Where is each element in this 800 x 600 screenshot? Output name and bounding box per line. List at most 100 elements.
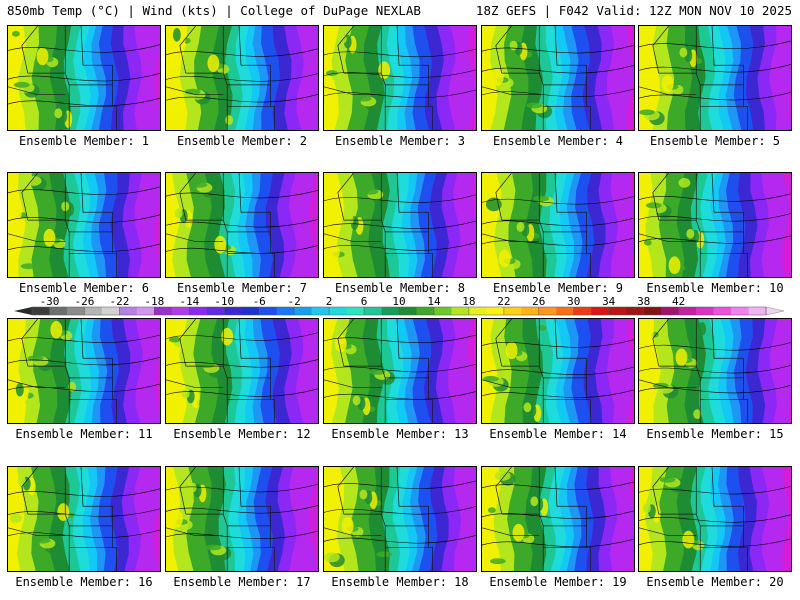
ensemble-member-label: Ensemble Member: 12 [173,427,311,441]
colorbar-max-arrow [765,306,785,316]
valid-time: 18Z GEFS | F042 Valid: 12Z MON NOV 10 20… [475,3,792,18]
ensemble-map-panel [638,318,792,424]
ensemble-map-panel [7,466,161,572]
temperature-field [8,467,160,571]
colorbar-segment [119,307,138,315]
temperature-field [482,467,634,571]
temperature-field [8,26,160,130]
temperature-field [482,173,634,277]
temperature-colorbar: -30 -26 -22 -18 -14 -10 -6 -2 2 6 10 14 18 22 26 30 34 38… [14,296,785,316]
colorbar-segment [364,307,382,315]
temperature-field [8,173,160,277]
ensemble-map-panel [481,25,635,131]
ensemble-member-label: Ensemble Member: 13 [331,427,469,441]
ensemble-member-label: Ensemble Member: 2 [176,134,308,148]
colorbar-segment [643,307,662,315]
colorbar-segment [503,307,522,315]
temperature-field [166,319,318,423]
colorbar-segment [259,307,278,315]
colorbar-segment [399,307,417,315]
colorbar-min-arrow [14,307,32,315]
temperature-field [639,26,791,130]
temperature-field [166,173,318,277]
colorbar-segment [49,307,68,315]
colorbar-segment [608,307,627,315]
ensemble-map-panel [481,318,635,424]
colorbar-segment [748,307,767,315]
colorbar-tick-label: 2 [326,296,333,308]
ensemble-member-label: Ensemble Member: 16 [15,575,153,589]
colorbar-tick-label: 14 [427,296,441,308]
colorbar-segment [678,307,697,315]
colorbar-tick-label: -6 [253,296,266,308]
colorbar-segment [486,307,505,315]
temperature-field [639,467,791,571]
temperature-field [482,26,634,130]
colorbar-segment [573,307,592,315]
ensemble-map-panel [638,466,792,572]
colorbar-tick-label: 34 [602,296,616,308]
ensemble-member-label: Ensemble Member: 18 [331,575,469,589]
colorbar-segment [346,307,365,315]
ensemble-map-panel [165,172,319,278]
ensemble-member-label: Ensemble Member: 1 [18,134,150,148]
temperature-field [324,26,476,130]
ensemble-member-label: Ensemble Member: 15 [646,427,784,441]
temperature-field [324,319,476,423]
colorbar-segment [66,307,85,315]
colorbar-segment [591,307,610,315]
colorbar-segment [206,307,225,315]
temperature-field [324,467,476,571]
ensemble-member-label: Ensemble Member: 17 [173,575,311,589]
temperature-field [482,319,634,423]
colorbar-segment [311,307,330,315]
ensemble-map-panel [165,318,319,424]
colorbar-tick-label: 26 [532,296,545,308]
ensemble-map-panel [481,172,635,278]
colorbar-segment [171,307,190,315]
colorbar-tick-label: 30 [567,296,580,308]
colorbar-segment [241,307,260,315]
colorbar-segment [556,307,575,315]
colorbar-segment [329,307,347,315]
temperature-field [166,467,318,571]
colorbar-segment [381,307,400,315]
colorbar-segment [101,307,120,315]
colorbar-segment [189,307,208,315]
colorbar-tick-label: 22 [497,296,510,308]
ensemble-member-label: Ensemble Member: 4 [492,134,624,148]
colorbar-segment [433,307,452,315]
ensemble-member-label: Ensemble Member: 6 [18,281,150,295]
ensemble-member-label: Ensemble Member: 5 [649,134,781,148]
colorbar-segment [696,307,714,315]
temperature-field [324,173,476,277]
ensemble-map-panel [165,25,319,131]
colorbar-segment [416,307,435,315]
temperature-field [8,319,160,423]
colorbar-tick-label: -22 [109,296,129,308]
temperature-field [166,26,318,130]
ensemble-map-panel [638,25,792,131]
ensemble-map-panel [323,466,477,572]
colorbar-tick-label: 6 [361,296,368,308]
colorbar-segment [32,307,50,315]
ensemble-member-label: Ensemble Member: 20 [646,575,784,589]
ensemble-map-panel [165,466,319,572]
colorbar-segment [294,307,313,315]
colorbar-segment [521,307,540,315]
ensemble-member-label: Ensemble Member: 19 [489,575,627,589]
ensemble-member-label: Ensemble Member: 10 [646,281,784,295]
colorbar-tick-label: -30 [40,296,60,308]
colorbar-segment [451,307,470,315]
ensemble-map-panel [481,466,635,572]
colorbar-tick-label: 38 [637,296,650,308]
ensemble-map-panel [638,172,792,278]
temperature-field [639,173,791,277]
colorbar-tick-label: -14 [179,296,199,308]
colorbar-segment [84,307,103,315]
colorbar-tick-label: -2 [287,296,300,308]
temperature-field [639,319,791,423]
ensemble-map-panel [7,25,161,131]
ensemble-member-label: Ensemble Member: 8 [334,281,466,295]
ensemble-member-label: Ensemble Member: 9 [492,281,624,295]
